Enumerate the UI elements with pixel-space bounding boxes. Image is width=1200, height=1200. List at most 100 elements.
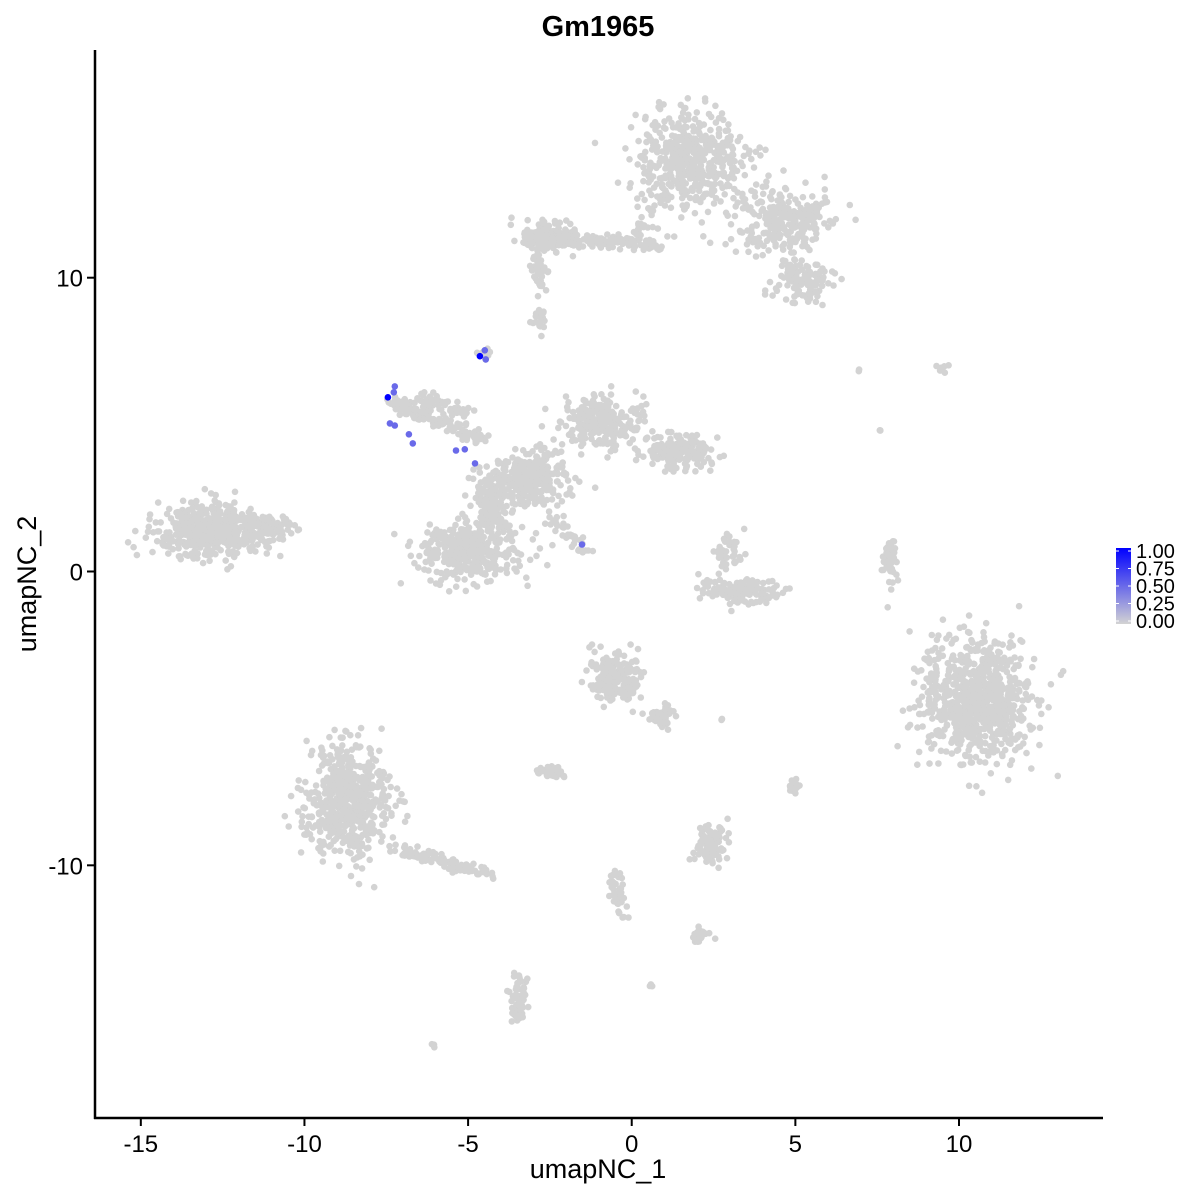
cell-point [645,179,652,186]
cell-point [562,422,570,430]
cell-point [763,599,770,607]
cell-point [690,128,697,135]
cell-point [945,631,953,639]
cell-point [532,529,540,537]
cell-point [733,538,740,546]
cell-point [963,643,971,651]
cell-point [563,491,570,498]
cell-point [447,533,455,541]
cell-point [317,751,325,759]
cell-point [370,813,378,821]
cell-point [445,588,453,595]
cell-point [799,234,807,241]
cell-point [268,528,276,536]
cell-point [721,536,728,544]
cell-point [231,499,238,506]
cell-point [548,496,556,503]
cell-point [667,141,675,149]
cell-point [968,759,976,766]
cell-point [252,548,259,555]
cell-point [738,580,746,588]
cell-point [132,527,139,535]
cell-point [730,551,738,559]
cell-point [773,233,781,241]
cell-point [978,689,985,696]
cell-point [725,121,732,128]
cell-point [539,499,546,506]
cell-point [212,550,219,558]
cell-point [959,761,967,768]
cell-point [672,712,680,720]
cell-point [146,511,154,518]
cell-point [421,566,428,573]
cell-point [965,746,972,754]
cell-point [804,202,811,209]
cell-point [906,628,913,635]
cell-point [722,127,729,135]
cell-point [701,95,709,102]
cell-point [926,659,933,667]
cell-point [635,137,642,145]
cell-point [719,591,727,599]
cell-point [503,486,511,493]
cell-point [918,693,926,700]
cell-point [249,518,256,526]
cell-point [456,535,464,543]
cell-point [483,546,490,554]
cell-point [765,247,772,254]
cell-point [769,188,776,195]
cell-point [1036,724,1044,732]
cell-point [509,454,516,461]
cell-point [544,450,552,457]
cell-point [344,809,352,816]
cell-point [155,528,163,535]
cell-point [263,525,271,533]
cell-point [707,446,715,453]
cell-point [704,208,712,216]
cell-point [818,200,826,207]
cell-point [331,847,339,854]
cell-point [649,460,656,468]
cell-point [965,782,973,790]
cell-point [826,217,834,225]
cell-point [260,515,267,523]
cell-point [1020,740,1027,747]
cell-point [825,224,832,231]
cell-point [553,249,560,256]
cell-point [727,235,735,243]
cell-point [713,142,721,150]
cell-point [950,673,957,681]
cell-point [787,270,795,278]
cell-point [476,469,484,476]
cell-point [1027,726,1035,733]
cell-point [1017,655,1024,663]
cell-point [470,564,477,571]
cell-point [768,195,775,203]
cell-point [243,530,250,538]
cell-point [772,240,779,248]
cell-point [634,411,641,418]
cell-point [730,545,737,553]
cell-point [1008,632,1015,639]
cell-point [707,159,715,167]
cell-point [344,821,351,828]
cell-point [974,736,982,743]
cell-point [488,562,495,569]
cell-point [885,578,893,586]
cell-point [960,729,968,737]
cell-point [688,170,695,177]
cell-point [980,629,987,636]
cell-point [572,437,579,444]
cell-point [404,812,411,820]
cell-point [367,750,375,757]
cell-point [263,550,271,557]
cell-point [330,782,337,789]
cell-point [798,266,806,274]
cell-point [906,721,914,729]
cell-point [301,831,308,838]
cell-point [952,666,959,674]
cell-point [582,400,590,407]
cell-point [772,593,780,601]
cell-point [730,194,737,202]
cell-point [676,432,683,440]
